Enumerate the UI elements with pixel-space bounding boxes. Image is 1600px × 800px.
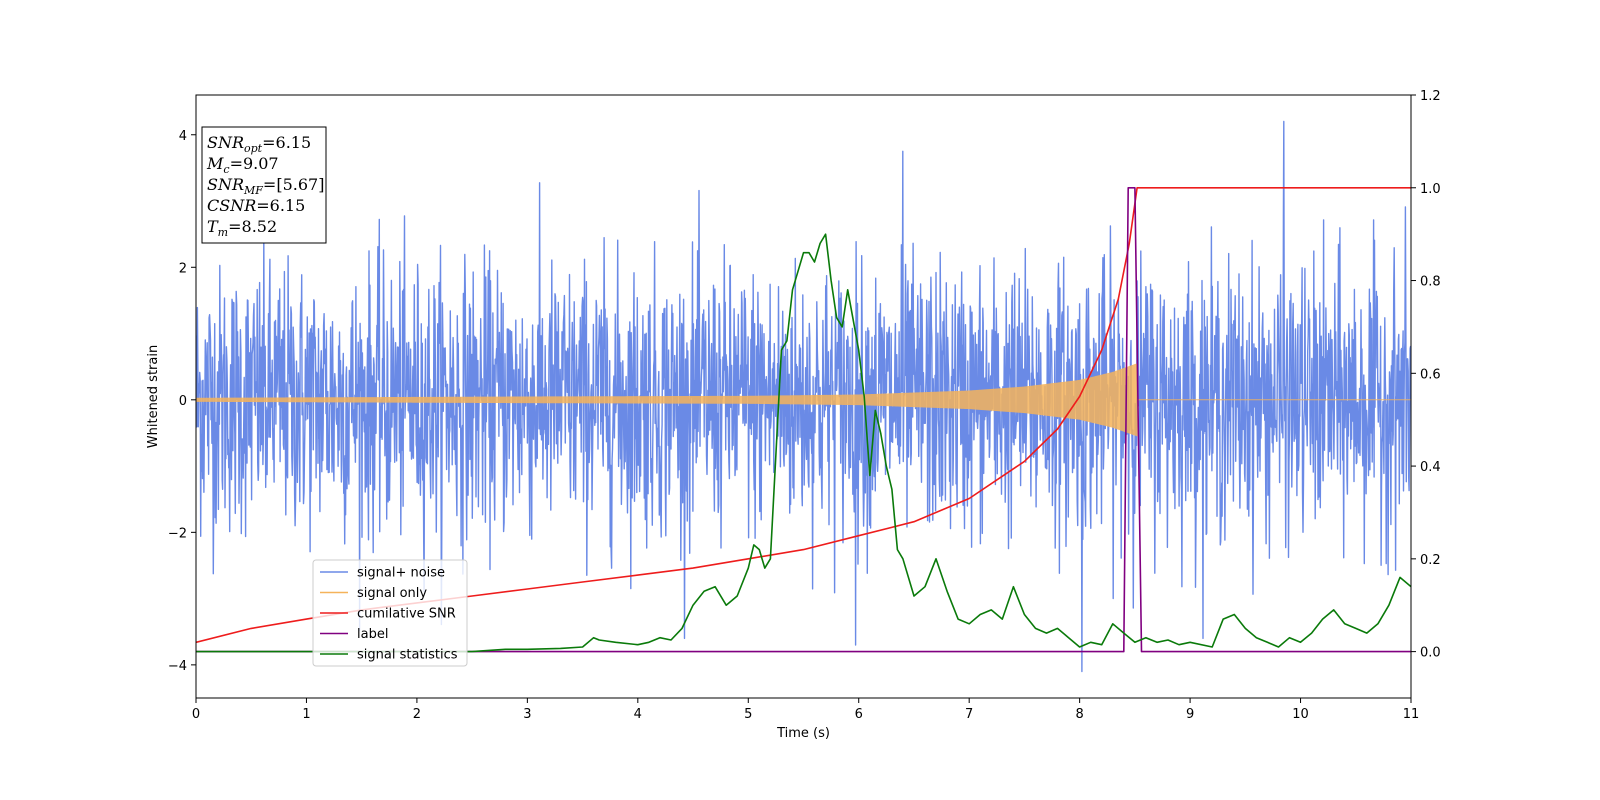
axis-ticks: 0 1 2 3 4 5 6 7 8 9 10 11 −4 −2 0 2 4 0.0 0.2 0.4 0.6 0.8 1.0 1…	[168, 89, 1441, 722]
series-signal-only	[196, 363, 1411, 437]
legend-entry: label	[357, 627, 388, 642]
y-right-tick-label: 0.8	[1420, 275, 1441, 290]
info-line: SNRopt=6.15	[207, 133, 311, 155]
legend: signal+ noise signal only cumilative SNR la…	[312, 559, 468, 667]
x-tick-label: 7	[965, 707, 973, 722]
x-tick-label: 4	[634, 707, 642, 722]
x-tick-label: 1	[302, 707, 310, 722]
info-line: Tm=8.52	[207, 217, 277, 239]
y-left-tick-label: 2	[179, 261, 187, 276]
legend-entry: signal statistics	[357, 648, 458, 663]
y-axis-label: Whitened strain	[146, 345, 161, 448]
y-left-tick-label: −2	[168, 526, 187, 541]
y-right-tick-label: 0.4	[1420, 460, 1441, 475]
series-signal-noise	[196, 120, 1411, 673]
legend-entry: signal+ noise	[357, 566, 445, 581]
info-box-frame	[201, 126, 327, 244]
axes-frame	[195, 94, 1412, 699]
info-line: SNRMF=[5.67]	[207, 175, 324, 197]
y-right-tick-label: 1.0	[1420, 182, 1441, 197]
y-right-tick-label: 0.6	[1420, 367, 1441, 382]
series-signal-statistics	[196, 233, 1411, 653]
x-tick-label: 10	[1292, 707, 1309, 722]
y-left-tick-label: 0	[179, 394, 187, 409]
x-tick-label: 3	[523, 707, 531, 722]
x-tick-label: 6	[855, 707, 863, 722]
y-right-tick-label: 1.2	[1420, 89, 1441, 104]
x-tick-label: 5	[744, 707, 752, 722]
x-tick-label: 8	[1075, 707, 1083, 722]
legend-entry: signal only	[357, 586, 427, 601]
x-tick-label: 0	[192, 707, 200, 722]
y-left-tick-label: −4	[168, 659, 187, 674]
legend-entry: cumilative SNR	[357, 607, 456, 622]
x-tick-label: 2	[413, 707, 421, 722]
info-line: CSNR=6.15	[207, 196, 305, 215]
x-tick-label: 9	[1186, 707, 1194, 722]
y-left-tick-label: 4	[179, 129, 187, 144]
x-tick-label: 11	[1403, 707, 1420, 722]
x-axis-label: Time (s)	[776, 726, 830, 741]
y-right-tick-label: 0.2	[1420, 553, 1441, 568]
legend-frame	[312, 559, 468, 667]
series-label	[196, 187, 1411, 653]
info-line: Mc=9.07	[206, 154, 279, 176]
y-right-tick-label: 0.0	[1420, 646, 1441, 661]
